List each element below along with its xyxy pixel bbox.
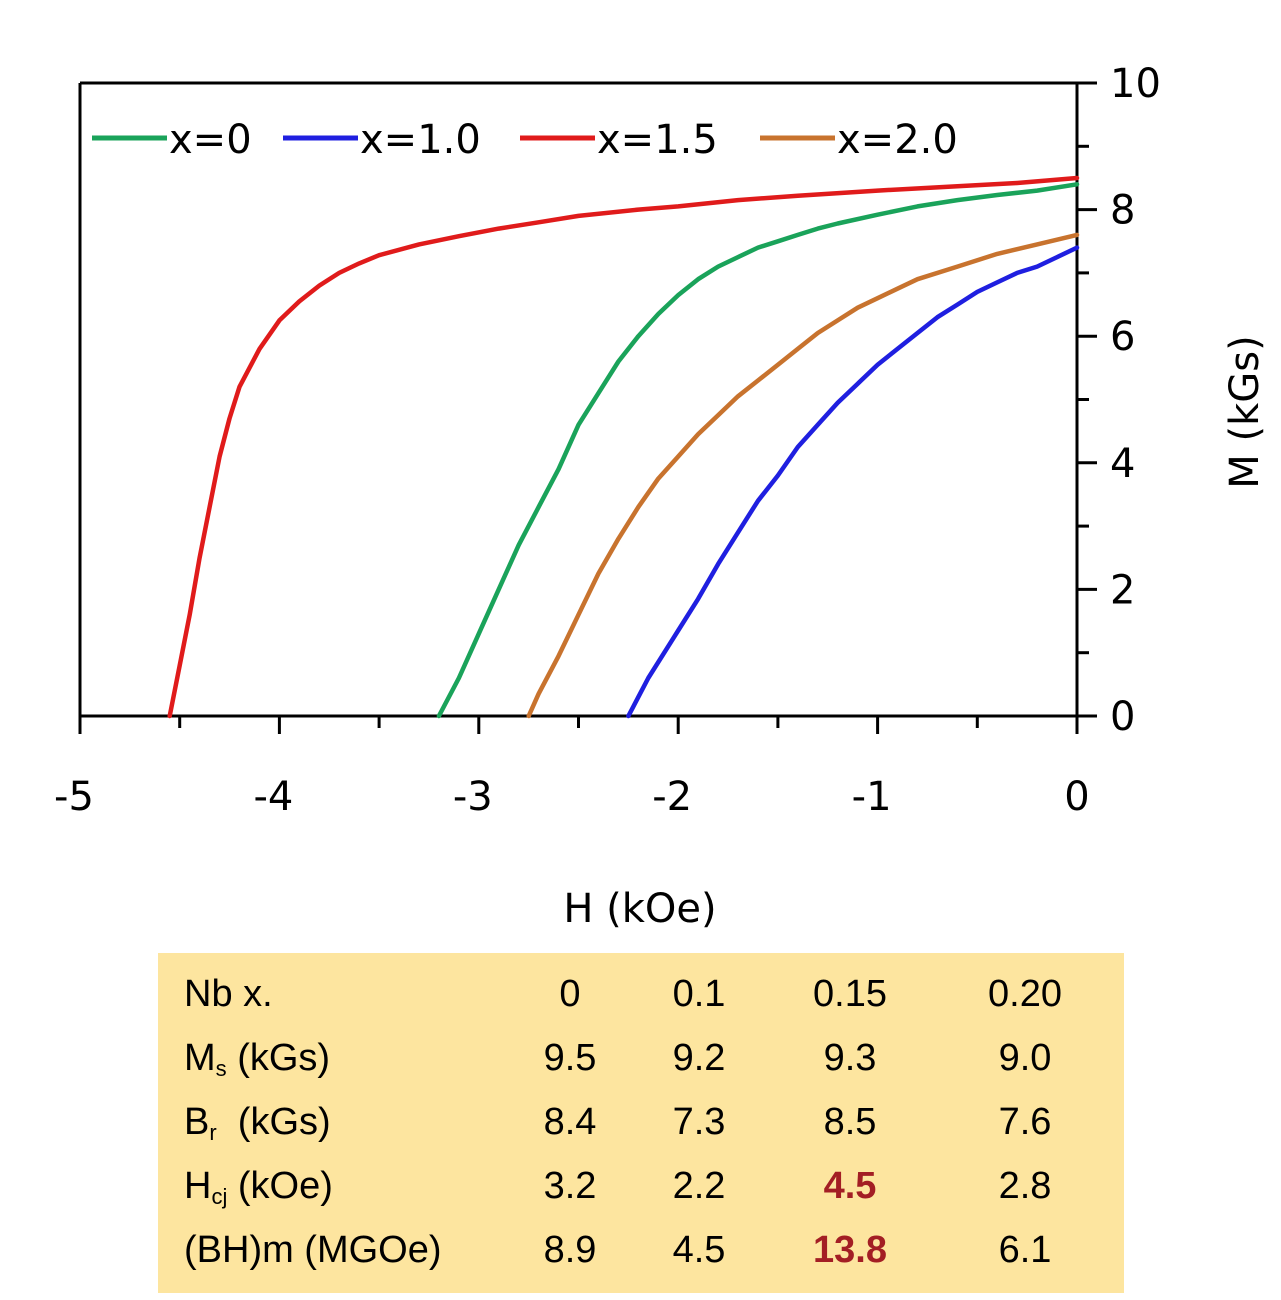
y-tick-label: 8 xyxy=(1110,188,1135,234)
legend-label: x=1.5 xyxy=(597,117,718,163)
legend: x=0 x=1.0 x=1.5 x=2.0 xyxy=(92,117,958,163)
table-cell: 7.3 xyxy=(672,1101,726,1143)
series-line-x-0 xyxy=(436,182,1080,719)
table-row: Br (kGs) 8.4 7.3 8.5 7.6 xyxy=(158,1101,1124,1165)
x-axis-title: H (kOe) xyxy=(563,886,716,932)
row-label: Br (kGs) xyxy=(184,1101,331,1145)
chart: -5 -4 -3 -2 -1 00 2 4 6 8 10 x=0 x=1.0 x=1.5 x=2.0 H … xyxy=(54,61,1268,932)
row-label: Nb x. xyxy=(184,973,273,1015)
legend-label: x=0 xyxy=(169,117,252,163)
table-cell: 4.5 xyxy=(823,1165,877,1207)
table-cell: 13.8 xyxy=(813,1229,887,1271)
x-tick-label: -4 xyxy=(253,774,293,820)
x-tick-label: -3 xyxy=(453,774,493,820)
table-row: Ms (kGs) 9.5 9.2 9.3 9.0 xyxy=(158,1037,1124,1101)
table-cell: 3.2 xyxy=(543,1165,597,1207)
legend-label: x=2.0 xyxy=(837,117,958,163)
row-label: (BH)m (MGOe) xyxy=(184,1229,442,1271)
y-axis-title: M (kGs) xyxy=(1222,335,1268,488)
table-cell: 0.15 xyxy=(813,973,887,1015)
legend-label: x=1.0 xyxy=(360,117,481,163)
series-line-x-2-0 xyxy=(526,232,1080,719)
y-tick-label: 6 xyxy=(1110,314,1135,360)
series-line-x-1-5 xyxy=(167,175,1080,719)
table-cell: 9.2 xyxy=(672,1037,726,1079)
x-tick-label: -5 xyxy=(54,774,94,820)
table-cell: 2.2 xyxy=(672,1165,726,1207)
y-tick-label: 0 xyxy=(1110,694,1135,740)
y-tick-label: 4 xyxy=(1110,441,1135,487)
table-cell: 9.0 xyxy=(998,1037,1052,1079)
table-cell: 8.5 xyxy=(823,1101,877,1143)
x-tick-label: 0 xyxy=(1064,774,1089,820)
table-cell: 9.5 xyxy=(543,1037,597,1079)
row-label: Hcj (kOe) xyxy=(184,1165,333,1209)
table-cell: 0.20 xyxy=(988,973,1062,1015)
y-tick-label: 10 xyxy=(1110,61,1161,107)
properties-table: Nb x. 0 0.1 0.15 0.20 Ms (kGs) 9.5 9.2 9.3 9.0 Br … xyxy=(158,953,1124,1293)
table-row: Nb x. 0 0.1 0.15 0.20 xyxy=(158,973,1124,1037)
series-layer xyxy=(167,175,1080,719)
series-line-x-1-0 xyxy=(626,245,1080,719)
x-tick-label: -1 xyxy=(852,774,892,820)
table-cell: 8.9 xyxy=(543,1229,597,1271)
x-tick-label: -2 xyxy=(652,774,692,820)
axes: -5 -4 -3 -2 -1 00 2 4 6 8 10 xyxy=(54,61,1161,820)
table-cell: 7.6 xyxy=(998,1101,1052,1143)
table-cell: 0.1 xyxy=(672,973,726,1015)
y-tick-label: 2 xyxy=(1110,567,1135,613)
row-label: Ms (kGs) xyxy=(184,1037,331,1081)
table-cell: 9.3 xyxy=(823,1037,877,1079)
table-row: Hcj (kOe) 3.2 2.2 4.5 2.8 xyxy=(158,1165,1124,1229)
table-cell: 4.5 xyxy=(672,1229,726,1271)
table-cell: 8.4 xyxy=(543,1101,597,1143)
table-cell: 6.1 xyxy=(998,1229,1052,1271)
table-row: (BH)m (MGOe) 8.9 4.5 13.8 6.1 xyxy=(158,1229,1124,1293)
table-cell: 0 xyxy=(559,973,581,1015)
table-cell: 2.8 xyxy=(998,1165,1052,1207)
